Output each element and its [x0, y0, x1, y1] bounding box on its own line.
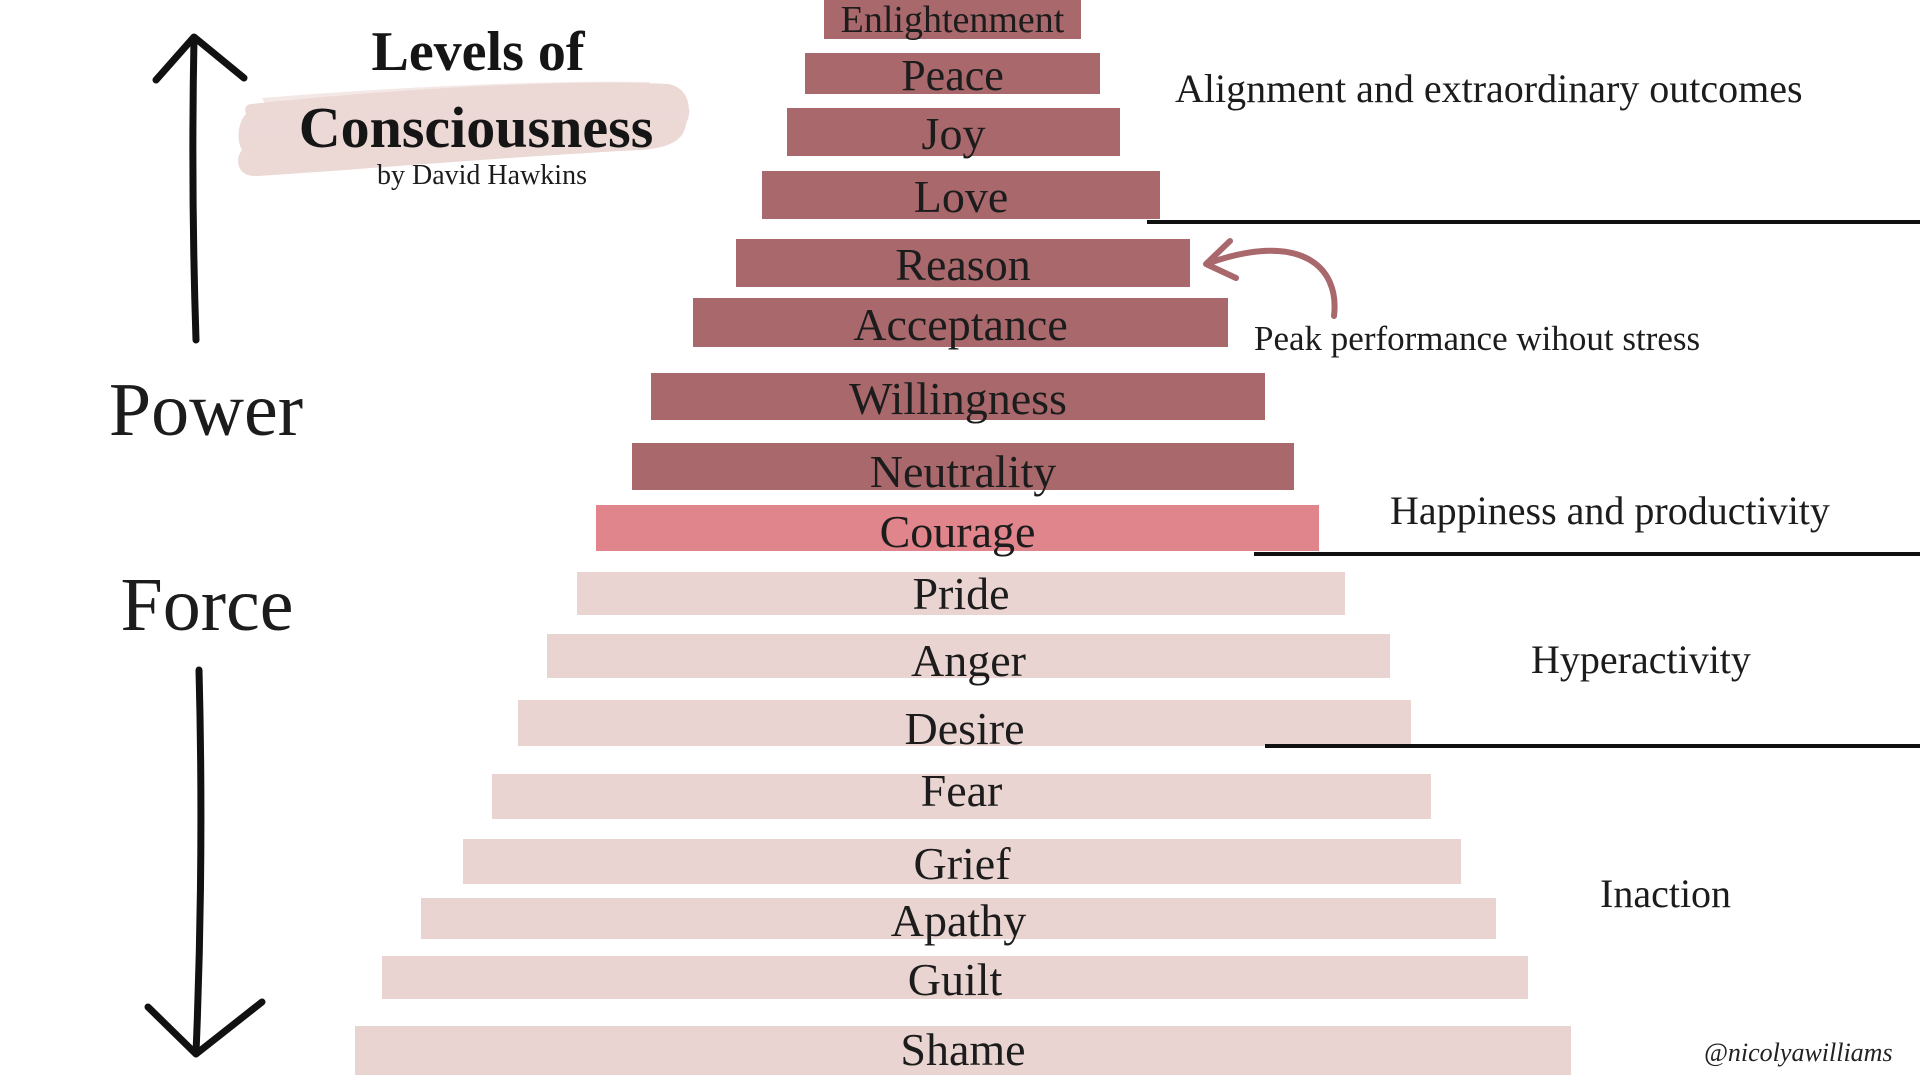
level-label: Love: [913, 171, 1009, 222]
level-fear: Fear: [492, 767, 1431, 819]
outcome-label: Hyperactivity: [1531, 637, 1751, 682]
level-label: Neutrality: [869, 445, 1057, 497]
brush-stroke-tail: [262, 81, 650, 106]
level-joy: Joy: [787, 108, 1120, 159]
level-label: Apathy: [890, 894, 1027, 946]
outcome-label: Alignment and extraordinary outcomes: [1175, 66, 1803, 111]
level-label: Desire: [904, 703, 1025, 754]
level-enlightenment: Enlightenment: [824, 0, 1081, 39]
outcome-label: Peak performance wihout stress: [1254, 319, 1701, 358]
level-shame: Shame: [355, 1026, 1571, 1075]
page-title: Consciousness: [298, 95, 654, 160]
level-desire: Desire: [518, 700, 1411, 752]
force-label: Force: [120, 563, 294, 647]
level-love: Love: [762, 171, 1160, 222]
level-label: Shame: [900, 1023, 1026, 1075]
byline: by David Hawkins: [377, 160, 587, 191]
level-apathy: Apathy: [421, 897, 1496, 943]
title-line-1: Levels of: [371, 21, 585, 83]
level-pride: Pride: [577, 567, 1345, 619]
level-label: Enlightenment: [840, 0, 1065, 41]
outcome-label: Inaction: [1600, 871, 1732, 916]
level-label: Anger: [911, 635, 1026, 686]
level-reason: Reason: [736, 239, 1190, 290]
brush-stroke-streak: [240, 107, 690, 140]
level-label: Reason: [895, 239, 1031, 290]
brush-stroke: [238, 81, 690, 177]
level-label: Guilt: [907, 953, 1003, 1005]
level-grief: Grief: [463, 837, 1461, 889]
outcome-label: Happiness and productivity: [1390, 488, 1830, 533]
author-handle: @nicolyawilliams: [1704, 1038, 1893, 1067]
level-label: Joy: [921, 108, 986, 159]
level-label: Courage: [879, 506, 1036, 557]
level-peace: Peace: [805, 53, 1100, 97]
level-willingness: Willingness: [651, 372, 1265, 424]
level-label: Grief: [913, 837, 1011, 889]
level-label: Fear: [920, 764, 1003, 816]
level-label: Willingness: [849, 372, 1067, 424]
level-courage: Courage: [596, 505, 1319, 555]
level-acceptance: Acceptance: [693, 298, 1228, 347]
level-label: Peace: [901, 50, 1004, 100]
level-label: Acceptance: [853, 298, 1068, 350]
level-label: Pride: [912, 567, 1010, 619]
power-label: Power: [108, 368, 304, 452]
level-guilt: Guilt: [382, 956, 1528, 1002]
level-neutrality: Neutrality: [632, 443, 1294, 494]
level-anger: Anger: [547, 634, 1390, 684]
brush-stroke-body: [238, 82, 689, 177]
